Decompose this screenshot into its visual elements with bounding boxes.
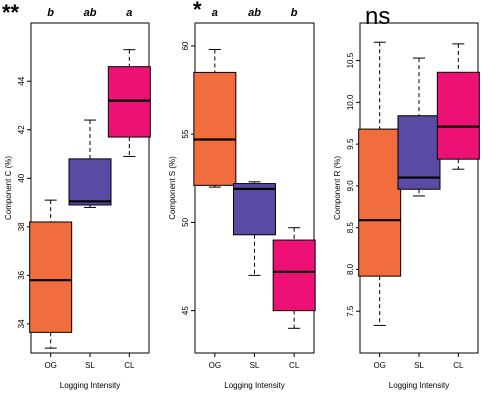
y-tick-label: 36 [17,270,26,279]
y-axis-title: Component C (%) [4,156,13,220]
x-tick-label: OG [44,361,56,370]
box-og [358,41,402,326]
group-letter: ab [248,7,261,19]
y-tick-label: 7.5 [346,305,355,317]
panel-2: 45 50 55 60 Component S (%) OG SL CL Logging Int… [168,0,316,390]
y-tick-label: 38 [17,222,26,231]
iqr-box [68,158,112,206]
y-tick-label: 10.0 [346,94,355,110]
x-tick-label: SL [85,361,95,370]
iqr-box [272,239,316,312]
significance-label: ** [2,0,20,25]
group-letter: b [291,7,298,19]
y-tick-label: 42 [17,125,26,134]
iqr-box [107,66,151,138]
x-tick-label: SL [414,361,424,370]
box-cl [272,227,316,329]
y-tick-label: 10.5 [346,52,355,68]
box-og [29,199,73,349]
iqr-box [29,221,73,333]
group-letter: b [47,7,54,19]
x-axis-title: Logging Intensity [224,381,285,390]
x-tick-label: CL [453,361,464,370]
box-sl [233,181,276,276]
x-axis-title: Logging Intensity [60,381,121,390]
y-tick-label: 9.0 [346,180,355,192]
x-tick-label: CL [124,361,135,370]
y-tick-label: 8.5 [346,222,355,234]
y-tick-label: 50 [181,217,190,226]
y-tick-label: 34 [17,319,26,328]
group-letter: ab [84,7,97,19]
y-tick-label: 44 [17,76,26,85]
x-tick-label: OG [209,361,221,370]
iqr-box [233,183,276,236]
y-tick-label: 9.5 [346,138,355,150]
iqr-box [193,71,237,186]
panel-3: 7.5 8.0 8.5 9.0 9.5 10.0 10.5 Component R (%) OG… [333,3,480,390]
y-axis-title: Component R (%) [333,156,342,220]
box-cl [436,43,480,170]
y-axis-title: Component S (%) [168,156,177,220]
y-tick-label: 40 [17,173,26,182]
box-og [193,48,237,188]
y-tick-label: 45 [181,306,190,315]
y-tick-label: 8.0 [346,263,355,275]
y-tick-label: 55 [181,129,190,138]
significance-label: ns [365,3,390,30]
box-cl [107,49,151,157]
box-sl [68,119,112,208]
x-tick-label: CL [289,361,300,370]
x-tick-label: OG [373,361,385,370]
box-sl [397,57,441,197]
significance-label: * [193,0,202,22]
panel-1: 34 36 38 40 42 44 Component C (%) OG SL CL Logging… [2,0,151,390]
x-tick-label: SL [250,361,260,370]
y-tick-label: 60 [181,41,190,50]
group-letter: a [212,7,218,19]
iqr-box [358,128,402,277]
x-axis-title: Logging Intensity [389,381,450,390]
group-letter: a [126,7,132,19]
iqr-box [436,71,480,160]
